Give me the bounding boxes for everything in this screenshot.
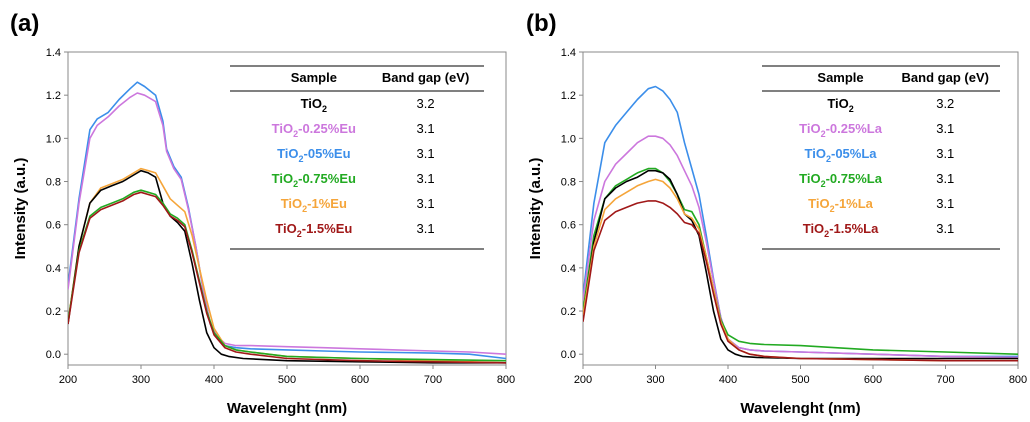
series-line (583, 200, 1018, 362)
table-cell-sample: TiO2-1%La (808, 196, 874, 214)
y-tick-label: 0.4 (46, 263, 61, 275)
table-cell-bandgap: 3.1 (417, 196, 435, 211)
table-cell-bandgap: 3.1 (936, 146, 954, 161)
x-axis-title: Wavelenght (nm) (227, 400, 347, 417)
y-axis-title: Intensity (a.u.) (12, 158, 29, 260)
x-tick-label: 700 (424, 374, 442, 386)
x-tick-label: 300 (646, 374, 664, 386)
x-tick-label: 600 (864, 374, 882, 386)
x-tick-label: 300 (132, 374, 150, 386)
table-cell-bandgap: 3.1 (417, 146, 435, 161)
table-cell-sample: TiO2-0.25%La (799, 121, 883, 139)
y-tick-label: 0.4 (561, 263, 576, 275)
y-tick-label: 0.0 (561, 349, 576, 361)
x-tick-label: 700 (936, 374, 954, 386)
series-line (68, 92, 506, 355)
table-cell-sample: TiO2-0.75%La (799, 171, 883, 189)
series-line (68, 189, 506, 362)
x-tick-label: 500 (791, 374, 809, 386)
series-line (583, 167, 1018, 355)
y-tick-label: 0.8 (561, 177, 576, 189)
x-tick-label: 200 (574, 374, 592, 386)
y-tick-label: 1.0 (561, 133, 576, 145)
table-cell-bandgap: 3.1 (417, 171, 435, 186)
y-tick-label: 0.2 (561, 306, 576, 318)
x-tick-label: 500 (278, 374, 296, 386)
table-cell-bandgap: 3.1 (417, 221, 435, 236)
table-cell-bandgap: 3.1 (936, 121, 954, 136)
x-tick-label: 800 (497, 374, 515, 386)
x-tick-label: 600 (351, 374, 369, 386)
series-line (68, 191, 506, 364)
y-tick-label: 1.4 (46, 47, 61, 59)
table-header-sample: Sample (291, 70, 337, 85)
chart-panel-a: (a) Wavelenght (nm) Intensity (a.u.) 0.0… (10, 10, 515, 417)
table-header-bandgap: Band gap (eV) (902, 70, 989, 85)
x-tick-label: 200 (59, 374, 77, 386)
y-tick-label: 0.6 (46, 220, 61, 232)
y-tick-label: 1.2 (561, 90, 576, 102)
table-cell-bandgap: 3.1 (936, 196, 954, 211)
table-cell-sample: TiO2 (827, 96, 853, 114)
table-cell-sample: TiO2-1.5%Eu (275, 221, 352, 239)
series-line (68, 169, 506, 364)
x-axis-title: Wavelenght (nm) (740, 400, 860, 417)
series-line (583, 169, 1018, 360)
table-cell-sample: TiO2-0.75%Eu (272, 171, 356, 189)
table-cell-sample: TiO2-05%La (805, 146, 878, 164)
table-cell-bandgap: 3.1 (936, 221, 954, 236)
y-tick-label: 1.2 (46, 90, 61, 102)
y-tick-label: 0.2 (46, 306, 61, 318)
panel-label: (b) (526, 10, 557, 37)
x-tick-label: 800 (1009, 374, 1027, 386)
table-cell-bandgap: 3.1 (417, 121, 435, 136)
table-header-bandgap: Band gap (eV) (382, 70, 469, 85)
panel-label: (a) (10, 10, 39, 37)
table-header-sample: Sample (817, 70, 863, 85)
table-cell-sample: TiO2-05%Eu (277, 146, 350, 164)
y-tick-label: 0.8 (46, 177, 61, 189)
y-tick-label: 0.6 (561, 220, 576, 232)
y-tick-label: 1.4 (561, 47, 576, 59)
y-axis-title: Intensity (a.u.) (527, 158, 544, 260)
chart-panel-b: (b) Wavelenght (nm) Intensity (a.u.) 0.0… (526, 10, 1027, 417)
table-cell-bandgap: 3.2 (417, 96, 435, 111)
table-cell-sample: TiO2-1%Eu (281, 196, 347, 214)
y-tick-label: 1.0 (46, 133, 61, 145)
table-cell-bandgap: 3.1 (936, 171, 954, 186)
table-cell-sample: TiO2-0.25%Eu (272, 121, 356, 139)
table-cell-sample: TiO2 (301, 96, 327, 114)
x-tick-label: 400 (205, 374, 223, 386)
x-tick-label: 400 (719, 374, 737, 386)
series-line (583, 135, 1018, 359)
table-cell-bandgap: 3.2 (936, 96, 954, 111)
table-cell-sample: TiO2-1.5%La (803, 221, 879, 239)
y-tick-label: 0.0 (46, 349, 61, 361)
